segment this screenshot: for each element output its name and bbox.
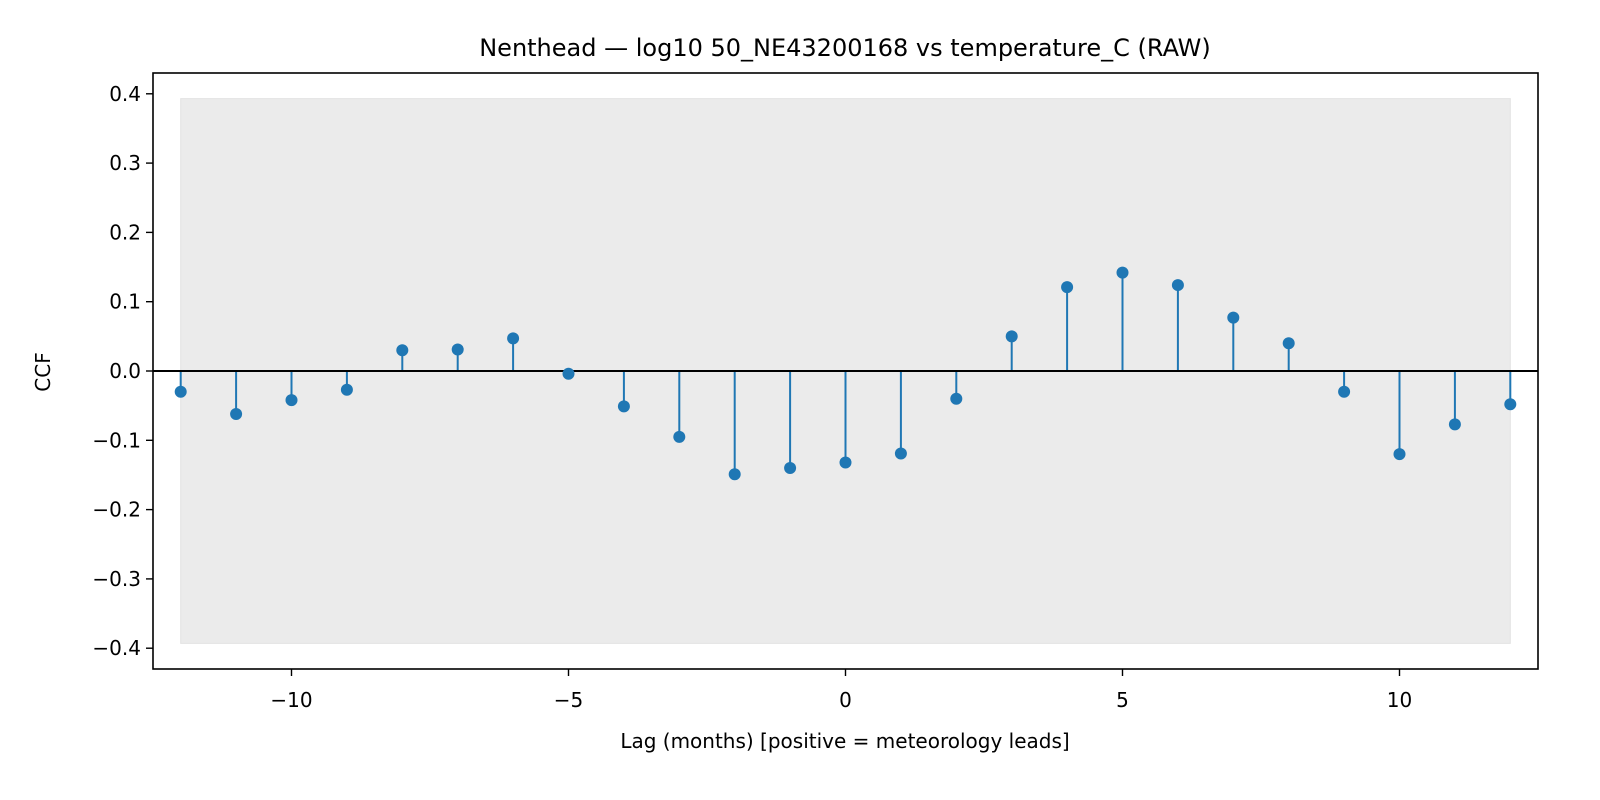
plot-area: 0.4 0.3 0.2 0.1 0.0 −0.1 −0.2 −0.3 −0.4 −10 −5 0 5 10 [92, 72, 1539, 712]
x-tick-label: −10 [270, 688, 312, 712]
y-tick-label: −0.1 [92, 428, 141, 452]
stem-marker[interactable] [1504, 398, 1517, 411]
stem-marker[interactable] [1116, 266, 1129, 279]
stem-marker[interactable] [1005, 330, 1018, 343]
stem-marker[interactable] [562, 367, 575, 380]
stem-marker[interactable] [174, 385, 187, 398]
stem-marker[interactable] [673, 430, 686, 443]
stem-marker[interactable] [784, 462, 797, 475]
y-tick-label: 0.2 [109, 220, 141, 244]
stem-marker[interactable] [617, 400, 630, 413]
x-tick-label: −5 [554, 688, 583, 712]
stem-marker[interactable] [340, 383, 353, 396]
stem-marker[interactable] [507, 332, 520, 345]
stem-marker[interactable] [1338, 385, 1351, 398]
x-tick-label: 5 [1116, 688, 1129, 712]
y-tick-label: −0.3 [92, 567, 141, 591]
stem-marker[interactable] [230, 407, 243, 420]
stem-marker[interactable] [451, 343, 464, 356]
y-axis-label: CCF [31, 352, 55, 391]
y-tick-label: 0.0 [109, 359, 141, 383]
y-tick-label: 0.4 [109, 82, 141, 106]
y-tick-label: 0.3 [109, 151, 141, 175]
stem-marker[interactable] [894, 447, 907, 460]
y-tick-label: −0.2 [92, 498, 141, 522]
stem-marker[interactable] [1171, 279, 1184, 292]
chart-title: Nenthead — log10 50_NE43200168 vs temper… [479, 34, 1211, 62]
stem-marker[interactable] [1282, 337, 1295, 350]
x-tick-label: 0 [839, 688, 852, 712]
stem-marker[interactable] [950, 392, 963, 405]
y-tick-label: −0.4 [92, 636, 141, 660]
stem-marker[interactable] [285, 394, 298, 407]
y-tick-label: 0.1 [109, 290, 141, 314]
stem-marker[interactable] [728, 468, 741, 481]
stem-marker[interactable] [396, 344, 409, 357]
stem-marker[interactable] [839, 456, 852, 469]
stem-marker[interactable] [1061, 281, 1074, 294]
x-axis-label: Lag (months) [positive = meteorology lea… [620, 729, 1069, 753]
x-tick-label: 10 [1387, 688, 1412, 712]
stem-marker[interactable] [1448, 418, 1461, 431]
stem-marker[interactable] [1393, 448, 1406, 461]
stem-marker[interactable] [1227, 311, 1240, 324]
